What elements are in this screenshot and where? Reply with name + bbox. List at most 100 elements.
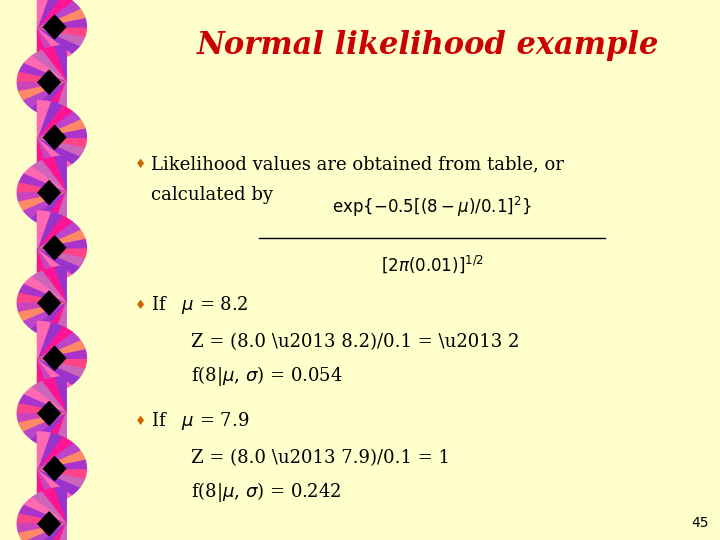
Wedge shape (32, 161, 66, 193)
Wedge shape (37, 137, 62, 173)
Wedge shape (37, 323, 62, 358)
Polygon shape (38, 181, 60, 205)
Wedge shape (24, 414, 66, 440)
Wedge shape (19, 505, 66, 524)
Wedge shape (37, 358, 62, 394)
Polygon shape (43, 236, 66, 260)
Wedge shape (37, 459, 86, 469)
Wedge shape (37, 222, 80, 248)
Wedge shape (37, 248, 80, 274)
Polygon shape (38, 291, 60, 315)
Wedge shape (17, 414, 66, 423)
Wedge shape (19, 193, 66, 211)
Polygon shape (43, 457, 66, 481)
Wedge shape (37, 358, 85, 376)
Wedge shape (37, 248, 86, 257)
Wedge shape (37, 211, 50, 248)
Wedge shape (37, 137, 86, 147)
Wedge shape (53, 45, 66, 82)
Wedge shape (37, 469, 80, 495)
Wedge shape (37, 340, 85, 358)
Wedge shape (24, 303, 66, 329)
Wedge shape (37, 119, 85, 137)
Wedge shape (17, 82, 66, 92)
Wedge shape (53, 193, 66, 230)
Wedge shape (37, 0, 50, 27)
Text: f(8|$\mu$, $\sigma$) = 0.054: f(8|$\mu$, $\sigma$) = 0.054 (191, 364, 343, 388)
Wedge shape (53, 414, 66, 450)
Wedge shape (37, 358, 50, 395)
Wedge shape (37, 432, 50, 469)
Wedge shape (42, 267, 66, 303)
Text: If   $\mu$ = 7.9: If $\mu$ = 7.9 (151, 410, 250, 432)
Wedge shape (53, 82, 66, 119)
Wedge shape (37, 212, 62, 248)
Wedge shape (37, 332, 80, 358)
Wedge shape (24, 193, 66, 219)
Wedge shape (42, 524, 66, 540)
Text: If   $\mu$ = 8.2: If $\mu$ = 8.2 (151, 294, 248, 316)
Polygon shape (43, 125, 66, 149)
Wedge shape (37, 238, 86, 248)
Wedge shape (37, 248, 72, 280)
Wedge shape (19, 414, 66, 432)
Wedge shape (37, 230, 85, 248)
Wedge shape (53, 266, 66, 303)
Wedge shape (53, 156, 66, 193)
Wedge shape (37, 349, 86, 358)
Text: ♦: ♦ (135, 299, 146, 312)
Wedge shape (19, 285, 66, 303)
Wedge shape (42, 157, 66, 193)
Wedge shape (53, 303, 66, 340)
Wedge shape (37, 248, 85, 266)
Wedge shape (37, 358, 80, 384)
Wedge shape (42, 303, 66, 339)
Wedge shape (37, 358, 72, 390)
Wedge shape (19, 174, 66, 193)
Text: $[2\pi(0.01)]^{1/2}$: $[2\pi(0.01)]^{1/2}$ (381, 254, 483, 275)
Wedge shape (42, 193, 66, 228)
Wedge shape (37, 106, 72, 137)
Wedge shape (17, 73, 66, 82)
Wedge shape (24, 56, 66, 82)
Wedge shape (19, 395, 66, 414)
Wedge shape (37, 326, 72, 358)
Text: ♦: ♦ (135, 415, 146, 428)
Wedge shape (32, 271, 66, 303)
Wedge shape (42, 378, 66, 414)
Text: calculated by: calculated by (151, 186, 273, 205)
Text: f(8|$\mu$, $\sigma$) = 0.242: f(8|$\mu$, $\sigma$) = 0.242 (191, 481, 341, 504)
Wedge shape (32, 382, 66, 414)
Wedge shape (37, 0, 72, 27)
Wedge shape (32, 524, 66, 540)
Wedge shape (37, 469, 85, 487)
Wedge shape (53, 377, 66, 414)
Polygon shape (43, 15, 66, 39)
Text: Likelihood values are obtained from table, or: Likelihood values are obtained from tabl… (151, 156, 564, 174)
Wedge shape (37, 27, 50, 64)
Wedge shape (53, 487, 66, 524)
Wedge shape (37, 358, 86, 368)
Wedge shape (19, 524, 66, 540)
Polygon shape (38, 402, 60, 426)
Wedge shape (37, 137, 72, 169)
Wedge shape (32, 414, 66, 445)
Wedge shape (37, 17, 86, 27)
Wedge shape (37, 248, 62, 284)
Wedge shape (37, 27, 80, 53)
Wedge shape (32, 492, 66, 524)
Text: $\mathrm{exp}\{-0.5[(8-\mu)/0.1]^2\}$: $\mathrm{exp}\{-0.5[(8-\mu)/0.1]^2\}$ (332, 194, 532, 219)
Wedge shape (42, 414, 66, 449)
Wedge shape (37, 469, 72, 501)
Wedge shape (37, 469, 86, 478)
Wedge shape (37, 27, 86, 37)
Wedge shape (17, 183, 66, 193)
Wedge shape (37, 469, 50, 505)
Wedge shape (19, 303, 66, 321)
Text: Z = (8.0 \u2013 7.9)/0.1 = 1: Z = (8.0 \u2013 7.9)/0.1 = 1 (191, 449, 450, 467)
Wedge shape (42, 488, 66, 524)
Wedge shape (42, 82, 66, 118)
Wedge shape (17, 303, 66, 313)
Wedge shape (37, 321, 50, 358)
Wedge shape (37, 248, 50, 285)
